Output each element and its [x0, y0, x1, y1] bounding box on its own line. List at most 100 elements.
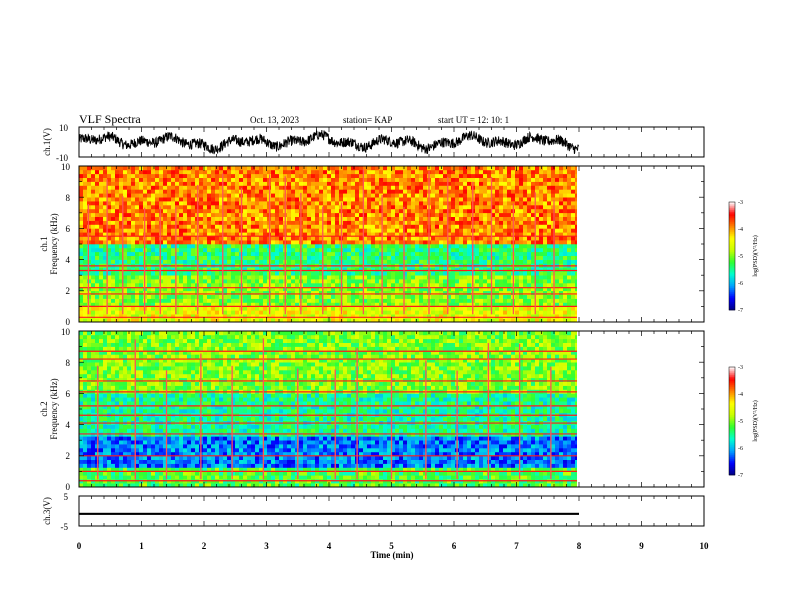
spec1-cell [539, 232, 544, 237]
spec1-cell [391, 267, 396, 272]
spec1-cell [95, 185, 100, 190]
spec1-cell [243, 197, 248, 202]
spec1-cell [419, 185, 424, 190]
spec1-cell [167, 286, 172, 292]
spec1-cell [223, 306, 228, 311]
spec1-cell [303, 286, 308, 292]
spec1-cell [211, 189, 216, 194]
spec1-cell [335, 290, 340, 295]
spec1-cell [227, 286, 232, 292]
spec1-cell [515, 220, 520, 225]
spec1-cell [131, 275, 136, 280]
spec1-cell [191, 201, 196, 206]
spec1-cell [483, 283, 488, 288]
spec1-cell [83, 181, 88, 186]
spec1-cell [203, 247, 208, 253]
spec1-cell [147, 247, 152, 253]
spec1-cell [135, 302, 140, 307]
spec1-cell [175, 267, 180, 272]
spec1-cell [171, 283, 176, 288]
spec1-cell [295, 193, 300, 198]
spec1-cell [395, 298, 400, 303]
spec1-cell [187, 302, 192, 307]
spec1-cell [383, 232, 388, 237]
spec1-cell [543, 193, 548, 198]
spec1-cell [203, 294, 208, 299]
spec1-cell [187, 197, 192, 202]
spec1-cell [231, 205, 236, 210]
spec1-cell [427, 314, 432, 319]
spec1-cell [519, 251, 524, 256]
spec1-cell [155, 244, 160, 249]
spec1-cell [235, 181, 240, 186]
spec1-cell [199, 286, 204, 292]
spec1-cell [483, 267, 488, 272]
spec1-cell [419, 271, 424, 276]
spec1-cell [255, 236, 260, 241]
spec1-cell [559, 173, 564, 178]
spec1-cell [459, 228, 464, 233]
spec1-cell [115, 169, 120, 175]
spec1-cell [331, 169, 336, 175]
spec1-cell [395, 216, 400, 221]
spec1-cell [455, 240, 460, 245]
spec1-cell [155, 294, 160, 299]
spec1-cell [243, 185, 248, 190]
spec1-cell [255, 208, 260, 214]
spec1-cell [183, 220, 188, 225]
spec1-cell [439, 236, 444, 241]
spec1-cell [139, 240, 144, 245]
spec1-cell [403, 193, 408, 198]
spec1-cell [167, 290, 172, 295]
spec1-cell [415, 185, 420, 190]
spec1-cell [407, 193, 412, 198]
spec1-cell [499, 275, 504, 280]
spec1-cell [387, 290, 392, 295]
spec1-cell [259, 279, 264, 284]
spec1-cell [95, 166, 100, 171]
spec1-cell [227, 201, 232, 206]
spec1-cell [415, 259, 420, 264]
spec1-cell [183, 318, 188, 322]
spec1-cell [379, 267, 384, 272]
spec1-cell [175, 193, 180, 198]
spec1-cell [291, 302, 296, 307]
spec1-cell [483, 228, 488, 233]
spec1-cell [379, 185, 384, 190]
spec1-cell [463, 169, 468, 175]
spec1-cell [459, 294, 464, 299]
spec1-cell [187, 177, 192, 182]
spec1-cell [131, 236, 136, 241]
spec1-cell [535, 310, 540, 315]
spec1-cell [475, 306, 480, 311]
spec1-cell [347, 259, 352, 264]
spec1-cell [455, 306, 460, 311]
spec1-cell [323, 189, 328, 194]
spec1-cell [523, 310, 528, 315]
spec1-cell [147, 232, 152, 237]
spec1-cell [203, 216, 208, 221]
spec1-cell [247, 205, 252, 210]
spec1-cell [455, 318, 460, 322]
spec1-cell [99, 318, 104, 322]
spec1-cell [407, 197, 412, 202]
spec1-cell [259, 259, 264, 264]
spec1-cell [499, 169, 504, 175]
spec1-cell [499, 189, 504, 194]
spec1-cell [207, 306, 212, 311]
spec1-cell [471, 314, 476, 319]
spec1-cell [247, 181, 252, 186]
spec1-cell [503, 173, 508, 178]
spec1-cell [127, 271, 132, 276]
spec1-cell [139, 185, 144, 190]
spec1-cell [371, 228, 376, 233]
spec1-cell [287, 283, 292, 288]
spec1-cell [335, 236, 340, 241]
spec1-cell [191, 173, 196, 178]
spec1-cell [347, 173, 352, 178]
spec1-cell [231, 201, 236, 206]
spec1-cell [407, 173, 412, 178]
spec1-cell [91, 212, 96, 217]
spec1-cell [259, 310, 264, 315]
spec1-cell [503, 166, 508, 171]
